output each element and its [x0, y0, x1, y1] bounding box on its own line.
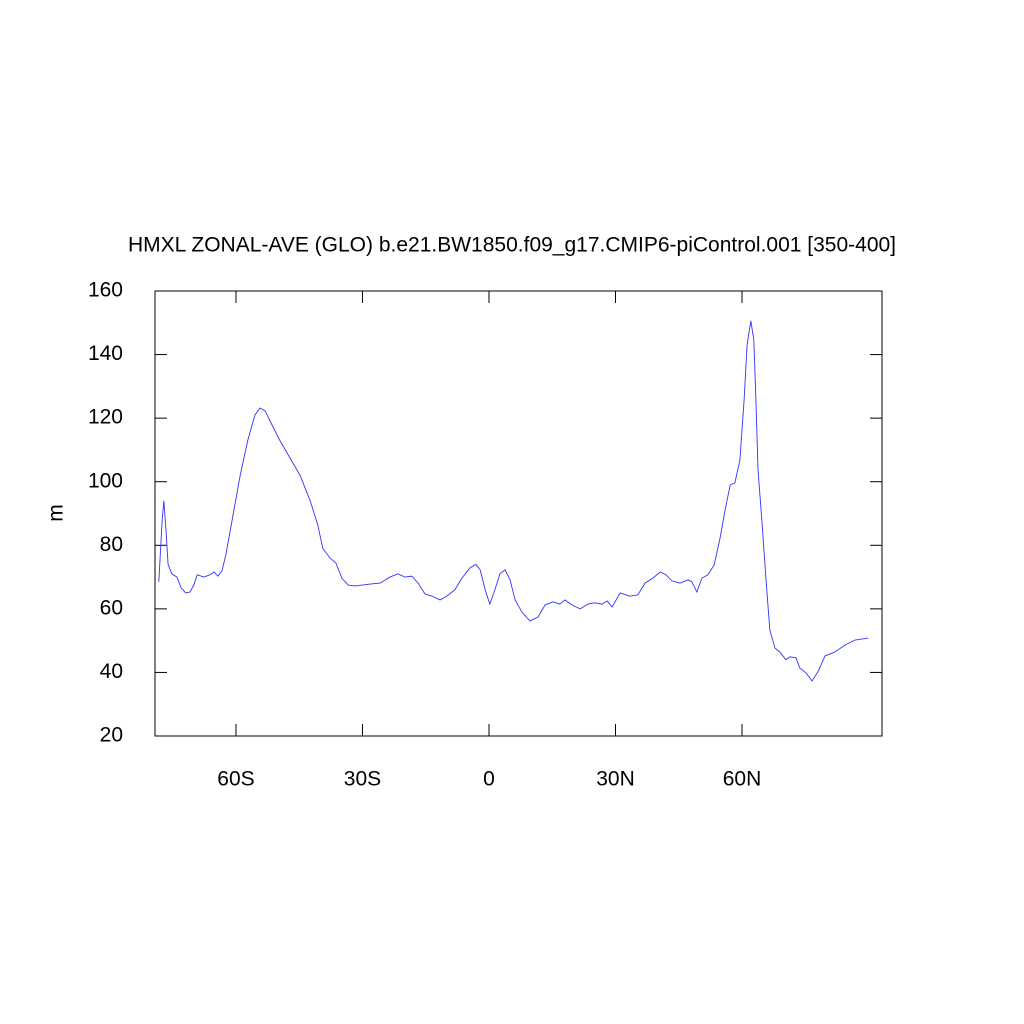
x-tick-label: 60S [217, 768, 254, 791]
y-tick-label: 140 [88, 342, 123, 365]
plot-frame [154, 290, 883, 737]
x-tick-label: 30N [596, 768, 635, 791]
x-tick-label: 0 [483, 768, 495, 791]
y-tick-label: 100 [88, 469, 123, 492]
y-tick-label: 160 [88, 279, 123, 302]
x-tick-label: 60N [723, 768, 762, 791]
y-tick-label: 80 [100, 533, 123, 556]
y-tick-label: 120 [88, 406, 123, 429]
data-line [158, 320, 869, 682]
y-tick-label: 40 [100, 660, 123, 683]
chart-title: HMXL ZONAL-AVE (GLO) b.e21.BW1850.f09_g1… [128, 234, 896, 257]
x-tick-label: 30S [344, 768, 381, 791]
y-axis-label: m [45, 504, 68, 522]
y-tick-label: 20 [100, 724, 123, 747]
y-tick-label: 60 [100, 596, 123, 619]
